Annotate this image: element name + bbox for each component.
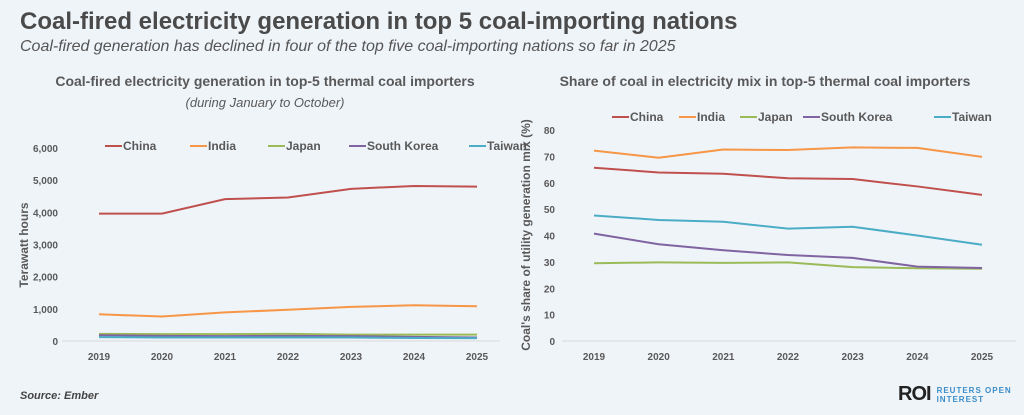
series-line-south-korea <box>98 334 478 339</box>
x-tick-label: 2019 <box>583 352 606 363</box>
x-tick-label: 2020 <box>151 352 174 363</box>
x-tick-label: 2023 <box>842 352 865 363</box>
x-tick-label: 2023 <box>340 352 363 363</box>
legend-label: Taiwan <box>487 139 527 153</box>
series-line-japan <box>98 332 477 336</box>
y-tick-label: 10 <box>544 311 556 322</box>
y-tick-label: 20 <box>544 284 556 295</box>
legend-label: India <box>208 139 236 153</box>
series-line-india <box>593 146 983 159</box>
source-note: Source: Ember <box>20 390 99 402</box>
x-tick-label: 2024 <box>906 352 929 363</box>
series-line-taiwan <box>98 336 478 340</box>
legend-label: South Korea <box>821 110 893 124</box>
x-tick-label: 2025 <box>971 352 994 363</box>
y-tick-label: 50 <box>544 205 556 216</box>
x-tick-label: 2020 <box>648 352 671 363</box>
y-tick-label: 30 <box>544 258 556 269</box>
y-tick-label: 40 <box>544 232 556 243</box>
series-line-taiwan <box>593 214 983 246</box>
y-tick-label: 2,000 <box>33 273 58 284</box>
series-line-japan <box>593 261 983 270</box>
page-subtitle: Coal-fired generation has declined in fo… <box>20 38 676 55</box>
series-line-india <box>98 304 478 318</box>
roi-logo: ROI REUTERS OPEN INTEREST <box>898 383 1012 406</box>
y-tick-label: 3,000 <box>33 241 58 252</box>
y-tick-label: 1,000 <box>33 305 58 316</box>
logo-line2: INTEREST <box>936 394 985 404</box>
legend-label: South Korea <box>367 139 439 153</box>
legend-label: Taiwan <box>952 110 992 124</box>
y-tick-label: 4,000 <box>33 208 58 219</box>
logo-line1: REUTERS OPEN <box>936 385 1012 395</box>
x-tick-label: 2025 <box>466 352 489 363</box>
y-tick-label: 0 <box>549 337 555 348</box>
legend-label: India <box>697 110 725 124</box>
series-line-china <box>593 166 983 196</box>
y-axis-label: Terawatt hours <box>17 202 31 287</box>
series-line-china <box>99 184 478 215</box>
x-tick-label: 2024 <box>403 352 426 363</box>
x-tick-label: 2022 <box>777 352 800 363</box>
chart1-subtitle: (during January to October) <box>185 95 345 110</box>
y-tick-label: 80 <box>544 126 556 137</box>
legend-label: Japan <box>286 139 321 153</box>
legend-label: China <box>123 139 157 153</box>
series-line-south-korea <box>593 232 983 269</box>
y-tick-label: 60 <box>544 179 556 190</box>
chart1-title: Coal-fired electricity generation in top… <box>55 73 475 89</box>
y-tick-label: 70 <box>544 152 556 163</box>
legend-label: Japan <box>758 110 793 124</box>
legend-label: China <box>630 110 664 124</box>
x-tick-label: 2022 <box>277 352 300 363</box>
logo-mark: ROI <box>898 383 932 405</box>
y-tick-label: 5,000 <box>33 176 58 187</box>
y-tick-label: 6,000 <box>33 144 58 155</box>
page-title: Coal-fired electricity generation in top… <box>20 8 738 35</box>
chart2-title: Share of coal in electricity mix in top-… <box>559 73 971 89</box>
y-axis-label: Coal's share of utility generation mix (… <box>519 119 533 351</box>
x-tick-label: 2021 <box>214 352 237 363</box>
x-tick-label: 2019 <box>88 352 111 363</box>
y-tick-label: 0 <box>52 337 58 348</box>
x-tick-label: 2021 <box>712 352 735 363</box>
